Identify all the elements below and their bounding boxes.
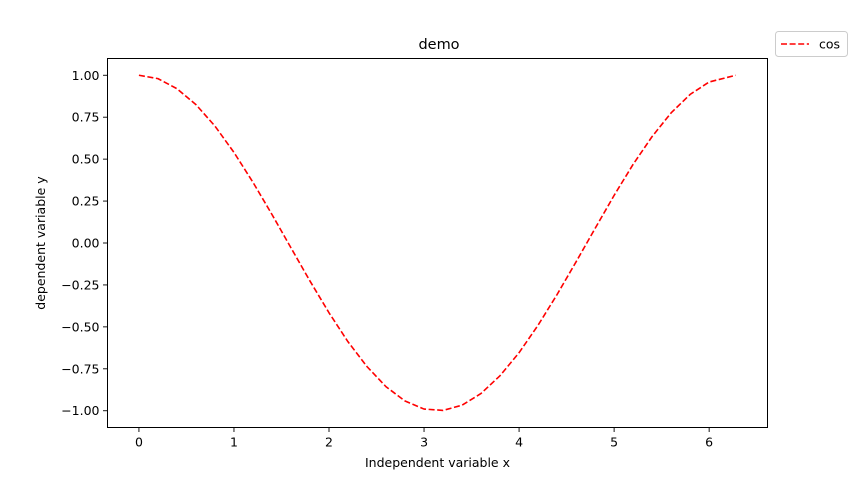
y-tick-label: −0.25 xyxy=(61,277,99,292)
x-tick-label: 4 xyxy=(515,435,523,450)
y-tick-label: 0.25 xyxy=(72,194,100,209)
y-tick-label: −0.50 xyxy=(61,319,99,334)
y-tick-label: 1.00 xyxy=(72,68,100,83)
y-tick-label: 0.75 xyxy=(72,110,100,125)
axis-ticks: 0 1 2 3 4 5 6 −1.00 −0.75 −0.50 −0.25 0.00 0.25 0.50 0… xyxy=(61,68,713,450)
x-tick-label: 6 xyxy=(705,435,713,450)
legend-label-cos: cos xyxy=(819,37,840,52)
x-axis-label: Independent variable x xyxy=(365,455,510,470)
plot-area xyxy=(138,74,736,412)
x-tick-label: 3 xyxy=(420,435,428,450)
x-tick-label: 2 xyxy=(325,435,333,450)
y-axis-label: dependent variable y xyxy=(33,176,48,310)
legend: cos xyxy=(775,31,848,57)
y-tick-label: 0.50 xyxy=(72,152,100,167)
plot-frame xyxy=(107,58,768,428)
x-tick-label: 5 xyxy=(610,435,618,450)
x-tick-label: 1 xyxy=(230,435,238,450)
series-line-cos xyxy=(138,74,736,412)
y-tick-label: 0.00 xyxy=(72,236,100,251)
y-tick-label: −1.00 xyxy=(61,403,99,418)
legend-box xyxy=(775,31,848,57)
x-tick-label: 0 xyxy=(135,435,143,450)
chart-title: demo xyxy=(418,37,459,53)
y-tick-label: −0.75 xyxy=(61,361,99,376)
